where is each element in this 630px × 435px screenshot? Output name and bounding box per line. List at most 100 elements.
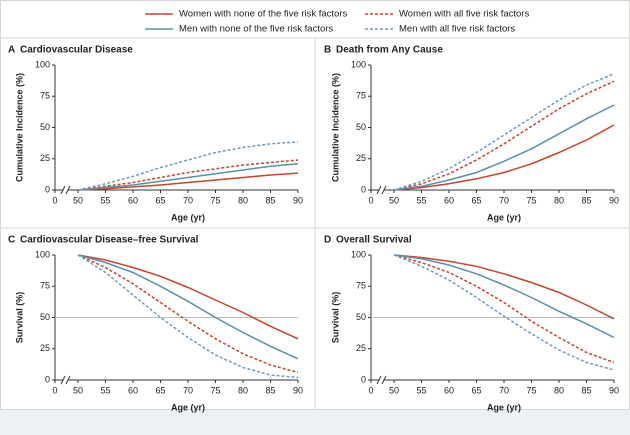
y-tick-label: 0 bbox=[45, 184, 50, 194]
x-tick-label: 50 bbox=[73, 195, 83, 205]
axis-break bbox=[65, 375, 71, 385]
series-line bbox=[77, 159, 299, 191]
axis-break bbox=[60, 375, 66, 385]
legend-label: Women with none of the five risk factors bbox=[179, 9, 348, 20]
x-tick-label: 75 bbox=[526, 385, 536, 395]
x-tick-label: 90 bbox=[293, 195, 303, 205]
panel-label: D bbox=[324, 235, 331, 246]
x-tick-label: 0 bbox=[52, 195, 57, 205]
x-tick-label: 90 bbox=[293, 385, 303, 395]
series-line bbox=[77, 254, 299, 379]
series-line bbox=[77, 172, 299, 191]
y-axis-label: Survival (%) bbox=[330, 292, 340, 344]
series-line bbox=[77, 254, 299, 360]
x-tick-label: 80 bbox=[554, 195, 564, 205]
y-tick-label: 0 bbox=[45, 374, 50, 384]
y-tick-label: 0 bbox=[361, 184, 366, 194]
x-tick-label: 0 bbox=[368, 385, 373, 395]
x-axis-label: Age (yr) bbox=[171, 212, 205, 222]
x-tick-label: 55 bbox=[100, 195, 110, 205]
axis-break-gap bbox=[63, 376, 68, 384]
y-tick-label: 50 bbox=[40, 312, 50, 322]
axis-break bbox=[376, 375, 382, 385]
x-tick-label: 60 bbox=[444, 385, 454, 395]
panel-label: A bbox=[8, 45, 15, 56]
x-tick-label: 60 bbox=[128, 195, 138, 205]
x-tick-label: 65 bbox=[471, 195, 481, 205]
x-tick-label: 85 bbox=[265, 195, 275, 205]
panel-label: B bbox=[324, 45, 331, 56]
x-tick-label: 65 bbox=[155, 385, 165, 395]
x-tick-label: 55 bbox=[100, 385, 110, 395]
x-tick-label: 0 bbox=[52, 385, 57, 395]
x-tick-label: 70 bbox=[499, 195, 509, 205]
y-tick-label: 50 bbox=[356, 122, 366, 132]
x-tick-label: 75 bbox=[210, 195, 220, 205]
x-tick-label: 65 bbox=[155, 195, 165, 205]
x-tick-label: 90 bbox=[609, 195, 619, 205]
x-tick-label: 85 bbox=[265, 385, 275, 395]
x-axis-label: Age (yr) bbox=[487, 212, 521, 222]
series-line bbox=[393, 254, 615, 320]
series-line bbox=[393, 254, 615, 339]
panel-title: Overall Survival bbox=[336, 235, 412, 246]
y-tick-label: 25 bbox=[356, 343, 366, 353]
y-tick-label: 25 bbox=[40, 343, 50, 353]
legend-label: Men with none of the five risk factors bbox=[179, 24, 333, 35]
panel-title: Cardiovascular Disease bbox=[20, 45, 133, 56]
series-line bbox=[393, 104, 615, 191]
x-tick-label: 65 bbox=[471, 385, 481, 395]
x-tick-label: 60 bbox=[444, 195, 454, 205]
axis-break bbox=[381, 375, 387, 385]
series-line bbox=[77, 254, 299, 340]
x-tick-label: 60 bbox=[128, 385, 138, 395]
x-tick-label: 70 bbox=[183, 195, 193, 205]
y-tick-label: 75 bbox=[40, 281, 50, 291]
y-tick-label: 100 bbox=[35, 59, 50, 69]
y-axis-label: Cumulative Incidence (%) bbox=[330, 73, 340, 182]
axis-break bbox=[381, 185, 387, 195]
x-tick-label: 75 bbox=[526, 195, 536, 205]
y-tick-label: 0 bbox=[361, 374, 366, 384]
x-tick-label: 55 bbox=[416, 195, 426, 205]
y-tick-label: 75 bbox=[40, 91, 50, 101]
y-tick-label: 75 bbox=[356, 91, 366, 101]
x-tick-label: 85 bbox=[581, 195, 591, 205]
axis-break bbox=[376, 185, 382, 195]
x-tick-label: 55 bbox=[416, 385, 426, 395]
series-line bbox=[77, 141, 299, 191]
footer-strip bbox=[0, 410, 630, 435]
legend-label: Men with all five risk factors bbox=[399, 24, 515, 35]
x-tick-label: 80 bbox=[554, 385, 564, 395]
series-line bbox=[393, 124, 615, 191]
x-tick-label: 50 bbox=[73, 385, 83, 395]
axis-break-gap bbox=[379, 186, 384, 194]
x-axis-label: Age (yr) bbox=[487, 402, 521, 412]
x-tick-label: 90 bbox=[609, 385, 619, 395]
series-line bbox=[77, 254, 299, 374]
x-tick-label: 50 bbox=[389, 195, 399, 205]
x-axis-label: Age (yr) bbox=[171, 402, 205, 412]
panel-title: Cardiovascular Disease–free Survival bbox=[20, 235, 199, 246]
y-axis-label: Cumulative Incidence (%) bbox=[14, 73, 24, 182]
y-tick-label: 100 bbox=[351, 249, 366, 259]
axis-break-gap bbox=[379, 376, 384, 384]
panel-title: Death from Any Cause bbox=[336, 45, 443, 56]
panel-label: C bbox=[8, 235, 15, 246]
legend-label: Women with all five risk factors bbox=[399, 9, 529, 20]
series-line bbox=[393, 254, 615, 371]
x-tick-label: 80 bbox=[238, 195, 248, 205]
y-tick-label: 25 bbox=[40, 153, 50, 163]
y-tick-label: 100 bbox=[35, 249, 50, 259]
series-line bbox=[77, 163, 299, 191]
y-tick-label: 100 bbox=[351, 59, 366, 69]
x-tick-label: 85 bbox=[581, 385, 591, 395]
axis-break bbox=[60, 185, 66, 195]
series-line bbox=[393, 254, 615, 364]
x-tick-label: 80 bbox=[238, 385, 248, 395]
y-tick-label: 75 bbox=[356, 281, 366, 291]
y-axis-label: Survival (%) bbox=[14, 292, 24, 344]
series-line bbox=[393, 80, 615, 191]
x-tick-label: 50 bbox=[389, 385, 399, 395]
